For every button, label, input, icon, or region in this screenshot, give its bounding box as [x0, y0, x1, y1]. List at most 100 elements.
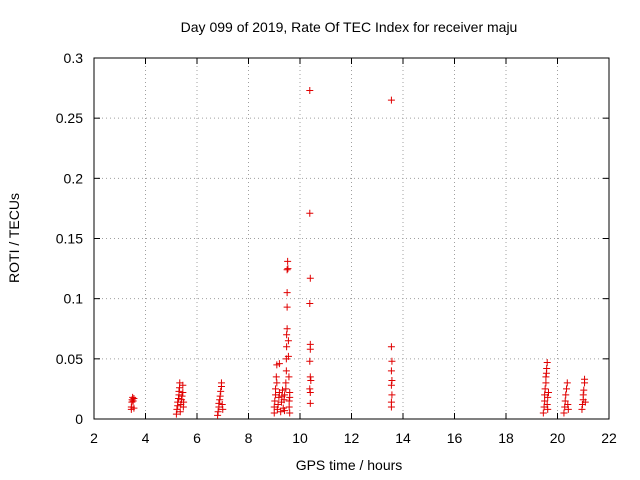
data-point-marker [272, 373, 280, 381]
data-point-marker [283, 303, 291, 311]
data-point-marker [180, 398, 188, 406]
y-axis-label: ROTI / TECUs [6, 193, 22, 283]
data-point-marker [275, 393, 283, 401]
x-tick-label: 4 [142, 430, 150, 446]
x-tick-label: 22 [601, 430, 617, 446]
data-point-marker [544, 405, 552, 413]
data-point-marker [285, 403, 293, 411]
data-point-marker [284, 352, 292, 360]
data-point-marker [539, 409, 547, 417]
data-point-marker [387, 403, 395, 411]
data-point-marker [176, 408, 184, 416]
chart-title: Day 099 of 2019, Rate Of TEC Index for r… [181, 19, 518, 35]
data-point-marker [581, 375, 589, 383]
data-point-marker [283, 289, 291, 297]
x-tick-label: 8 [245, 430, 253, 446]
x-tick-label: 10 [292, 430, 308, 446]
data-point-marker [172, 410, 180, 418]
data-point-marker [541, 385, 549, 393]
data-point-marker [218, 401, 226, 409]
x-tick-label: 6 [193, 430, 201, 446]
y-tick-label: 0.2 [64, 170, 84, 186]
data-point-marker [283, 343, 291, 351]
data-point-marker [283, 266, 291, 274]
data-point-marker [282, 367, 290, 375]
data-point-marker [214, 408, 222, 416]
data-point-marker [179, 389, 187, 397]
data-point-marker [174, 395, 182, 403]
data-point-marker [306, 399, 314, 407]
data-point-marker [560, 409, 568, 417]
y-tick-label: 0 [75, 411, 83, 427]
data-point-marker [284, 337, 292, 345]
data-point-marker [306, 209, 314, 217]
data-point-marker [285, 397, 293, 405]
data-point-marker [278, 386, 286, 394]
data-point-marker [175, 387, 183, 395]
y-tick-label: 0.15 [56, 231, 83, 247]
y-tick-label: 0.05 [56, 351, 83, 367]
data-point-marker [216, 392, 224, 400]
data-point-marker [306, 274, 314, 282]
x-tick-label: 20 [550, 430, 566, 446]
data-point-marker [306, 389, 314, 397]
data-point-marker [282, 385, 290, 393]
tick-layer: 2 4 6 8 10 12 14 16 18 20 22 0 0.05 0.1 0.15 0.2 0.25 0.3 [56, 50, 617, 446]
x-axis-label: GPS time / hours [296, 457, 403, 473]
data-point-marker [544, 393, 552, 401]
data-point-marker [306, 86, 314, 94]
data-point-marker [387, 367, 395, 375]
data-point-marker [217, 379, 225, 387]
data-point-marker [306, 299, 314, 307]
data-point-marker [563, 379, 571, 387]
data-point-marker [543, 364, 551, 372]
data-point-marker [270, 409, 278, 417]
data-point-marker [272, 385, 280, 393]
data-point-marker [564, 405, 572, 413]
data-point-marker [387, 381, 395, 389]
data-point-marker [283, 331, 291, 339]
data-point-marker [542, 379, 550, 387]
data-point-marker [387, 343, 395, 351]
data-point-marker [130, 404, 138, 412]
data-point-marker [306, 357, 314, 365]
data-point-marker [388, 357, 396, 365]
data-point-marker [564, 401, 572, 409]
data-point-marker [307, 376, 315, 384]
data-point-marker [580, 386, 588, 394]
data-point-marker [543, 358, 551, 366]
grid-layer [94, 58, 609, 419]
data-point-marker [214, 411, 222, 419]
data-point-marker [179, 381, 187, 389]
data-point-marker [215, 399, 223, 407]
data-point-marker [217, 387, 225, 395]
y-tick-label: 0.25 [56, 110, 83, 126]
data-point-marker [178, 392, 186, 400]
data-point-marker [273, 379, 281, 387]
data-point-marker [542, 373, 550, 381]
data-point-marker [562, 391, 570, 399]
x-tick-label: 12 [344, 430, 360, 446]
data-point-marker [579, 391, 587, 399]
x-tick-label: 16 [447, 430, 463, 446]
data-point-marker [277, 408, 285, 416]
data-point-marker [544, 389, 552, 397]
data-point-marker [284, 257, 292, 265]
data-point-marker [563, 385, 571, 393]
x-tick-label: 14 [395, 430, 411, 446]
data-point-marker [280, 396, 288, 404]
data-point-marker [281, 391, 289, 399]
data-point-marker [578, 405, 586, 413]
data-point-marker [283, 325, 291, 333]
data-point-marker [282, 379, 290, 387]
data-point-marker [306, 373, 314, 381]
data-point-marker [285, 373, 293, 381]
data-point-marker [286, 409, 294, 417]
y-tick-label: 0.3 [64, 50, 84, 66]
data-point-marker [286, 389, 294, 397]
data-point-marker [306, 385, 314, 393]
data-point-marker [281, 407, 289, 415]
data-point-marker [275, 360, 283, 368]
y-tick-label: 0.1 [64, 291, 84, 307]
